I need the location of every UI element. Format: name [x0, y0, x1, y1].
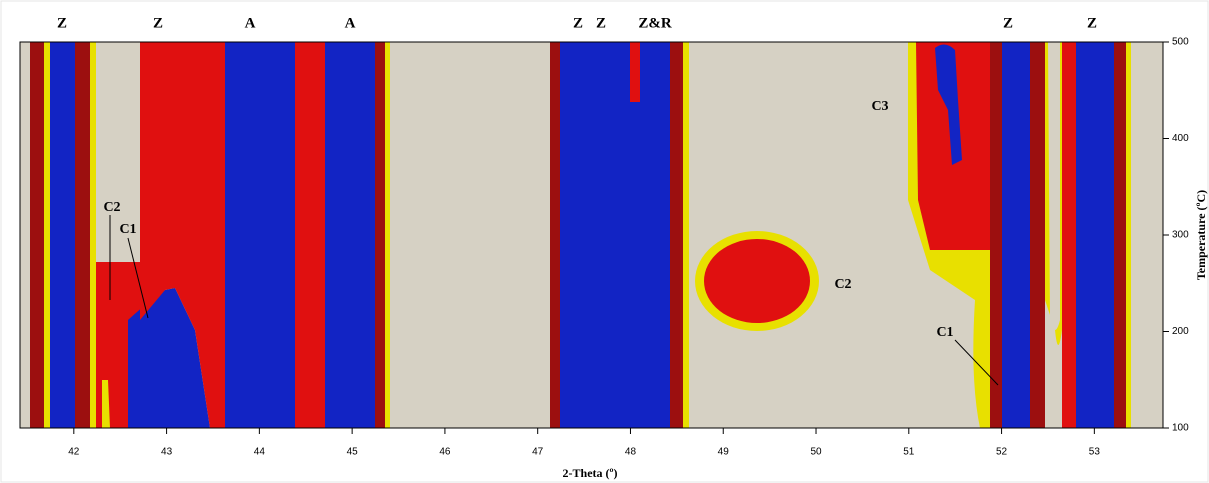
peak-label: A [245, 15, 256, 31]
peak-label: Z [596, 15, 606, 31]
peak-label: Z [573, 15, 583, 31]
blob [704, 239, 810, 323]
band [683, 42, 689, 428]
band [670, 42, 683, 428]
x-tick-label: 51 [903, 447, 915, 458]
band [375, 42, 385, 428]
band [30, 42, 44, 428]
x-axis-label: 2-Theta (º) [563, 466, 618, 480]
peak-label: Z [153, 15, 163, 31]
x-tick-label: 53 [1089, 447, 1101, 458]
annotation: C3 [871, 99, 888, 114]
band [325, 42, 375, 428]
x-tick-label: 42 [68, 447, 80, 458]
y-tick-label: 300 [1172, 230, 1189, 241]
y-axis-label: Temperature (ºC) [1194, 190, 1208, 280]
band [1076, 42, 1114, 428]
peak-label: Z [1087, 15, 1097, 31]
leader-line [127, 237, 149, 319]
peak-label: Z [1003, 15, 1013, 31]
band [140, 42, 225, 428]
leader-line [954, 339, 999, 386]
band [630, 42, 640, 102]
x-tick-label: 52 [996, 447, 1008, 458]
band [90, 42, 96, 428]
band [385, 42, 390, 428]
y-tick-label: 200 [1172, 326, 1189, 337]
band [1114, 42, 1126, 428]
blob [935, 44, 962, 165]
peak-label: A [345, 15, 356, 31]
band [75, 42, 90, 428]
band [640, 42, 670, 428]
annotation: C2 [834, 277, 851, 292]
peak-label: Z [57, 15, 67, 31]
x-tick-label: 43 [161, 447, 173, 458]
y-tick-label: 400 [1172, 133, 1189, 144]
blob [128, 288, 210, 428]
x-tick-label: 50 [810, 447, 822, 458]
band [1048, 42, 1060, 330]
contour-map [20, 42, 1163, 428]
band [1030, 42, 1045, 428]
annotation: C1 [936, 325, 953, 340]
band [550, 42, 560, 428]
band [50, 42, 75, 428]
x-tick-label: 48 [625, 447, 637, 458]
y-tick-label: 100 [1172, 423, 1189, 434]
band [630, 102, 640, 428]
band [44, 42, 50, 428]
y-tick-label: 500 [1172, 37, 1189, 48]
band [295, 42, 325, 428]
blob [102, 380, 110, 428]
peak-label: Z&R [638, 15, 672, 31]
band [225, 42, 295, 428]
annotation: C2 [103, 200, 120, 215]
band [1002, 42, 1030, 428]
band [1062, 42, 1076, 428]
annotation: C1 [119, 222, 136, 237]
x-tick-label: 46 [439, 447, 451, 458]
band [1126, 42, 1131, 428]
x-tick-label: 49 [718, 447, 730, 458]
band [96, 42, 140, 262]
x-tick-label: 47 [532, 447, 544, 458]
band [990, 42, 1002, 428]
x-tick-label: 45 [347, 447, 359, 458]
x-tick-label: 44 [254, 447, 266, 458]
band [560, 42, 630, 428]
